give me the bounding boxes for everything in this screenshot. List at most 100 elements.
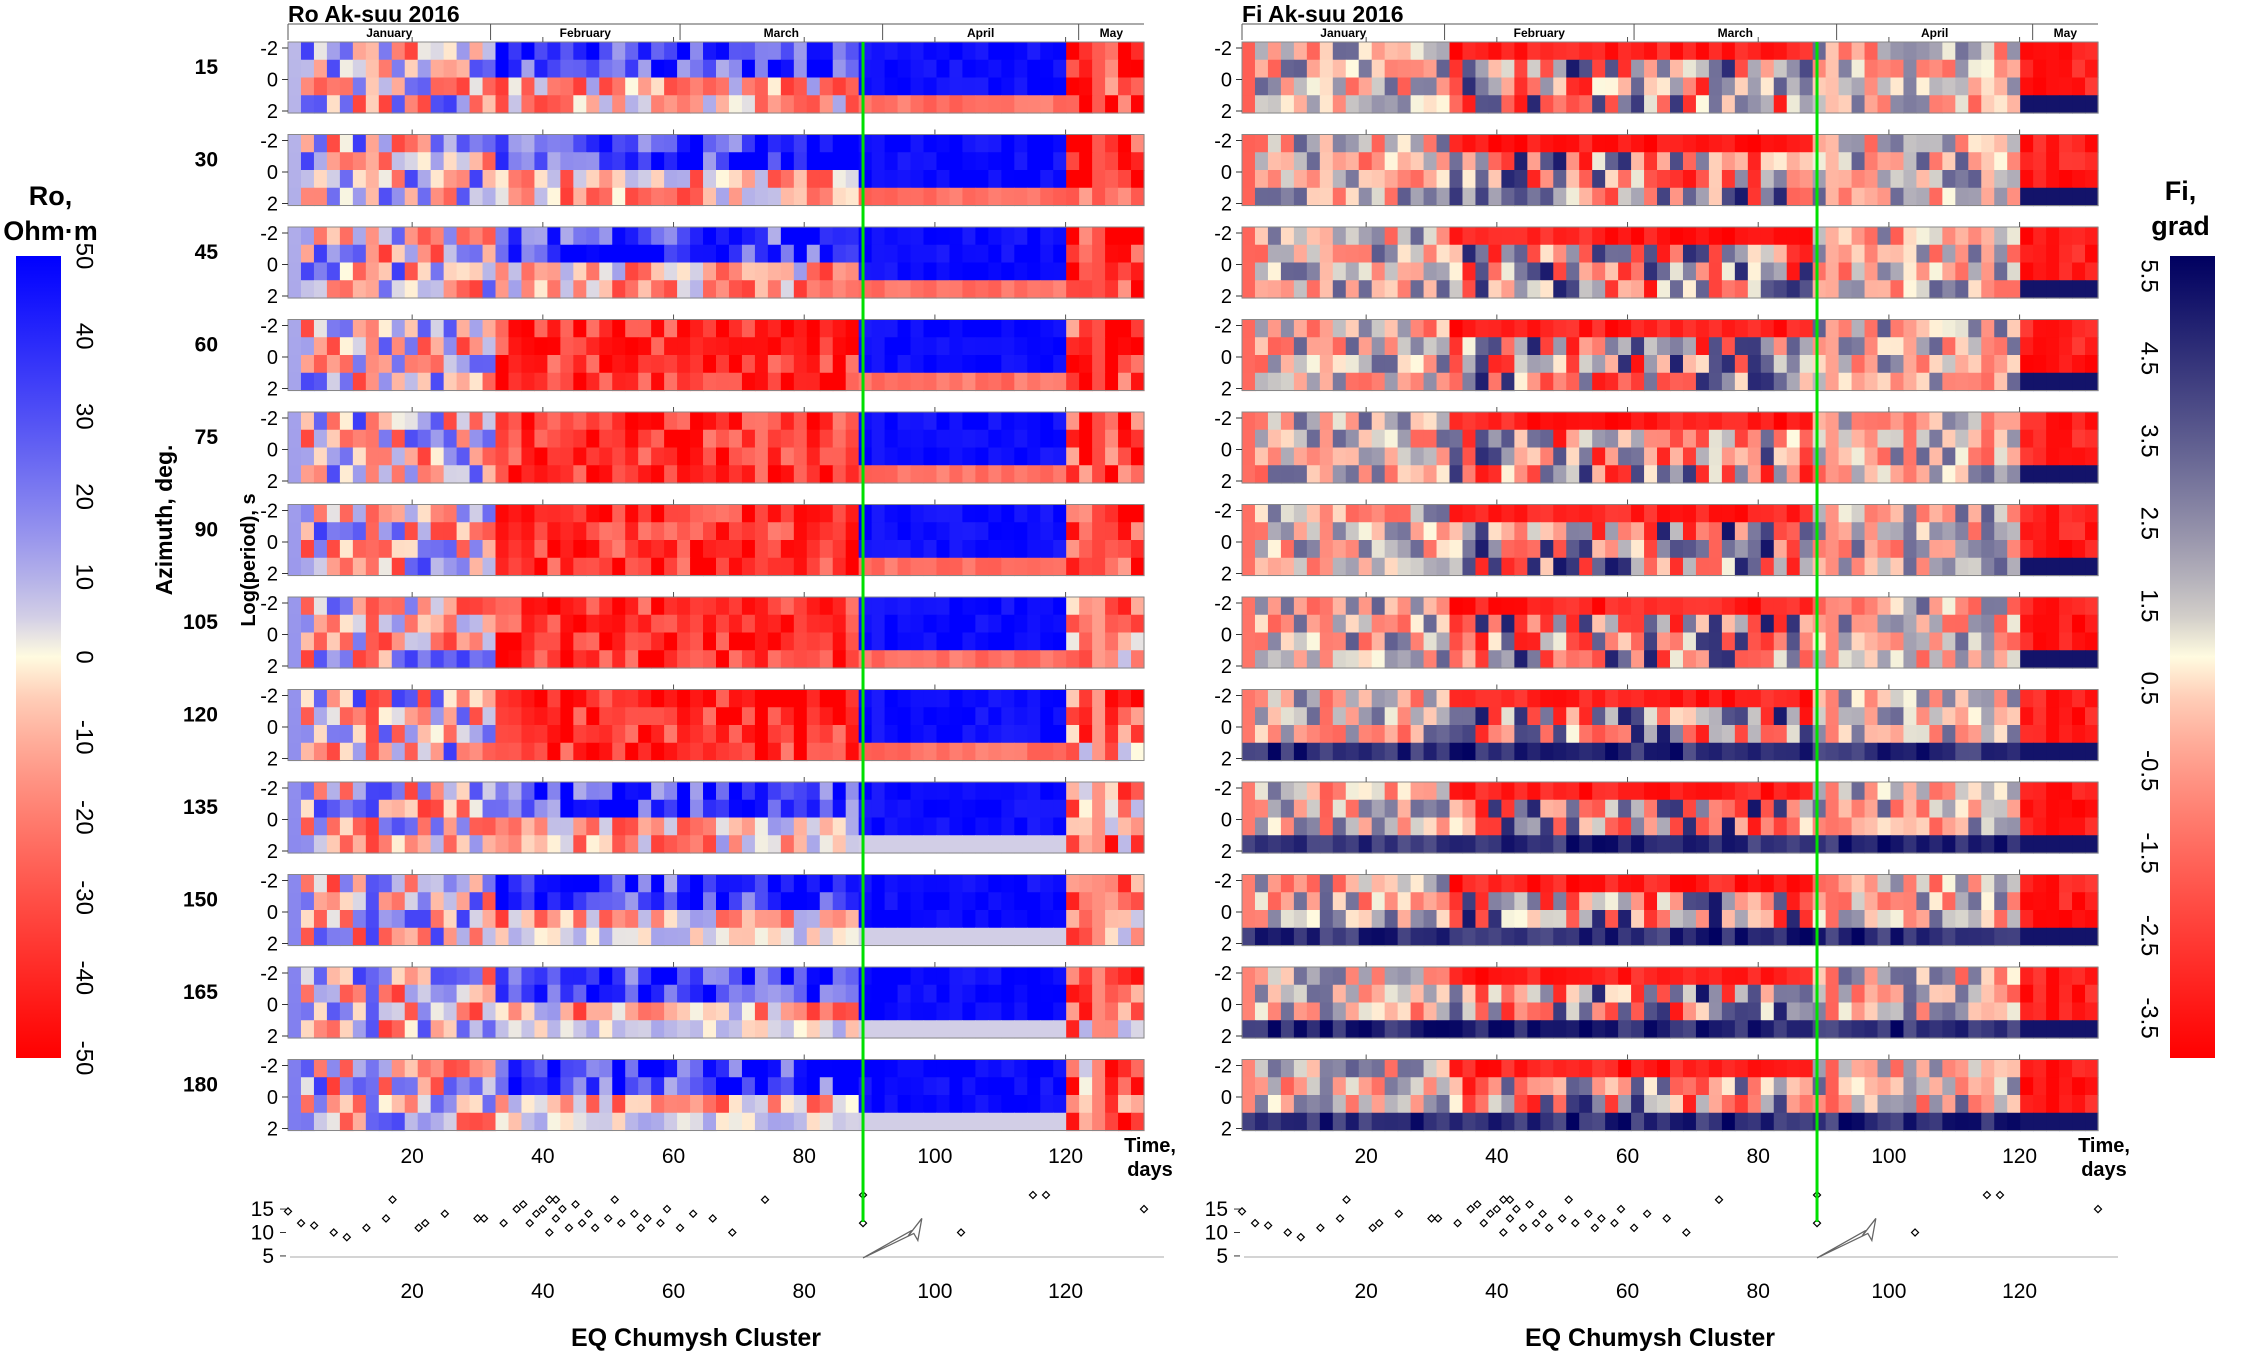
heatmap-cell (379, 95, 393, 113)
heatmap-cell (638, 170, 652, 188)
heatmap-cell (846, 1003, 860, 1021)
heatmap-cell (1865, 170, 1879, 188)
heatmap-cell (651, 558, 665, 576)
heatmap-cell (1294, 337, 1308, 355)
heatmap-cell (1696, 355, 1710, 373)
heatmap-cell (2046, 227, 2060, 245)
heatmap-cell (560, 505, 574, 523)
heatmap-cell (911, 707, 925, 725)
heatmap-cell (1631, 78, 1645, 96)
heatmap-cell (975, 263, 989, 281)
heatmap-cell (599, 412, 613, 430)
heatmap-cell (1955, 245, 1969, 263)
heatmap-cell (1320, 152, 1334, 170)
heatmap-cell (457, 875, 471, 893)
heatmap-cell (2007, 60, 2021, 78)
heatmap-cell (1800, 337, 1814, 355)
heatmap-cell (1131, 465, 1145, 483)
heatmap-cell (457, 818, 471, 836)
heatmap-cell (1079, 1060, 1093, 1078)
heatmap-cell (1131, 967, 1145, 985)
heatmap-cell (1092, 707, 1106, 725)
heatmap-cell (1722, 152, 1736, 170)
heatmap-cell (1040, 1095, 1054, 1113)
heatmap-cell (820, 355, 834, 373)
heatmap-cell (1813, 78, 1827, 96)
heatmap-cell (1307, 245, 1321, 263)
heatmap-cell (1131, 835, 1145, 853)
heatmap-cell (703, 355, 717, 373)
heatmap-cell (1735, 505, 1749, 523)
heatmap-cell (1040, 522, 1054, 540)
heatmap-cell (833, 170, 847, 188)
heatmap-cell (483, 263, 497, 281)
heatmap-cell (431, 892, 445, 910)
heatmap-cell (418, 170, 432, 188)
heatmap-cell (508, 320, 522, 338)
heatmap-cell (1066, 505, 1080, 523)
heatmap-cell (872, 818, 886, 836)
heatmap-cell (1040, 782, 1054, 800)
heatmap-cell (1131, 875, 1145, 893)
heatmap-cell (1852, 60, 1866, 78)
heatmap-cell (1942, 412, 1956, 430)
heatmap-cell (625, 135, 639, 153)
heatmap-cell (1800, 227, 1814, 245)
heatmap-cell (1501, 373, 1515, 391)
heatmap-cell (1014, 95, 1028, 113)
heatmap-cell (716, 42, 730, 60)
heatmap-cell (1014, 337, 1028, 355)
heatmap-cell (859, 743, 873, 761)
heatmap-cell (457, 227, 471, 245)
heatmap-cell (1118, 95, 1132, 113)
heatmap-cell (418, 725, 432, 743)
heatmap-cell (1001, 227, 1015, 245)
heatmap-cell (794, 152, 808, 170)
heatmap-cell (859, 337, 873, 355)
heatmap-cell (768, 967, 782, 985)
heatmap-cell (1475, 373, 1489, 391)
heatmap-cell (794, 633, 808, 651)
heatmap-cell (534, 373, 548, 391)
heatmap-cell (1929, 448, 1943, 466)
heatmap-cell (2046, 245, 2060, 263)
heatmap-cell (586, 263, 600, 281)
heatmap-cell (1929, 280, 1943, 298)
heatmap-cell (1903, 188, 1917, 206)
heatmap-cell (1105, 725, 1119, 743)
heatmap-cell (470, 320, 484, 338)
heatmap-cell (949, 42, 963, 60)
heatmap-cell (1411, 135, 1425, 153)
heatmap-cell (690, 465, 704, 483)
heatmap-cell (1385, 430, 1399, 448)
heatmap-cell (547, 985, 561, 1003)
heatmap-cell (444, 60, 458, 78)
heatmap-cell (1657, 227, 1671, 245)
heatmap-cell (314, 135, 328, 153)
heatmap-cell (703, 985, 717, 1003)
heatmap-cell (781, 188, 795, 206)
heatmap-cell (366, 633, 380, 651)
heatmap-cell (1333, 95, 1347, 113)
heatmap-cell (962, 280, 976, 298)
heatmap-cell (936, 650, 950, 668)
heatmap-cell (534, 430, 548, 448)
colorbar-title-line1: Ro, (29, 181, 73, 211)
heatmap-cell (872, 835, 886, 853)
heatmap-cell (1488, 42, 1502, 60)
heatmap-cell (444, 245, 458, 263)
heatmap-cell (1644, 245, 1658, 263)
heatmap-cell (962, 320, 976, 338)
azimuth-label: 45 (195, 241, 219, 264)
heatmap-cell (911, 188, 925, 206)
heatmap-cell (496, 320, 510, 338)
heatmap-cell (2007, 465, 2021, 483)
heatmap-cell (885, 430, 899, 448)
month-label: January (366, 26, 412, 40)
heatmap-cell (690, 1060, 704, 1078)
heatmap-cell (353, 135, 367, 153)
heatmap-cell (1462, 355, 1476, 373)
heatmap-cell (444, 78, 458, 96)
heatmap-cell (573, 650, 587, 668)
